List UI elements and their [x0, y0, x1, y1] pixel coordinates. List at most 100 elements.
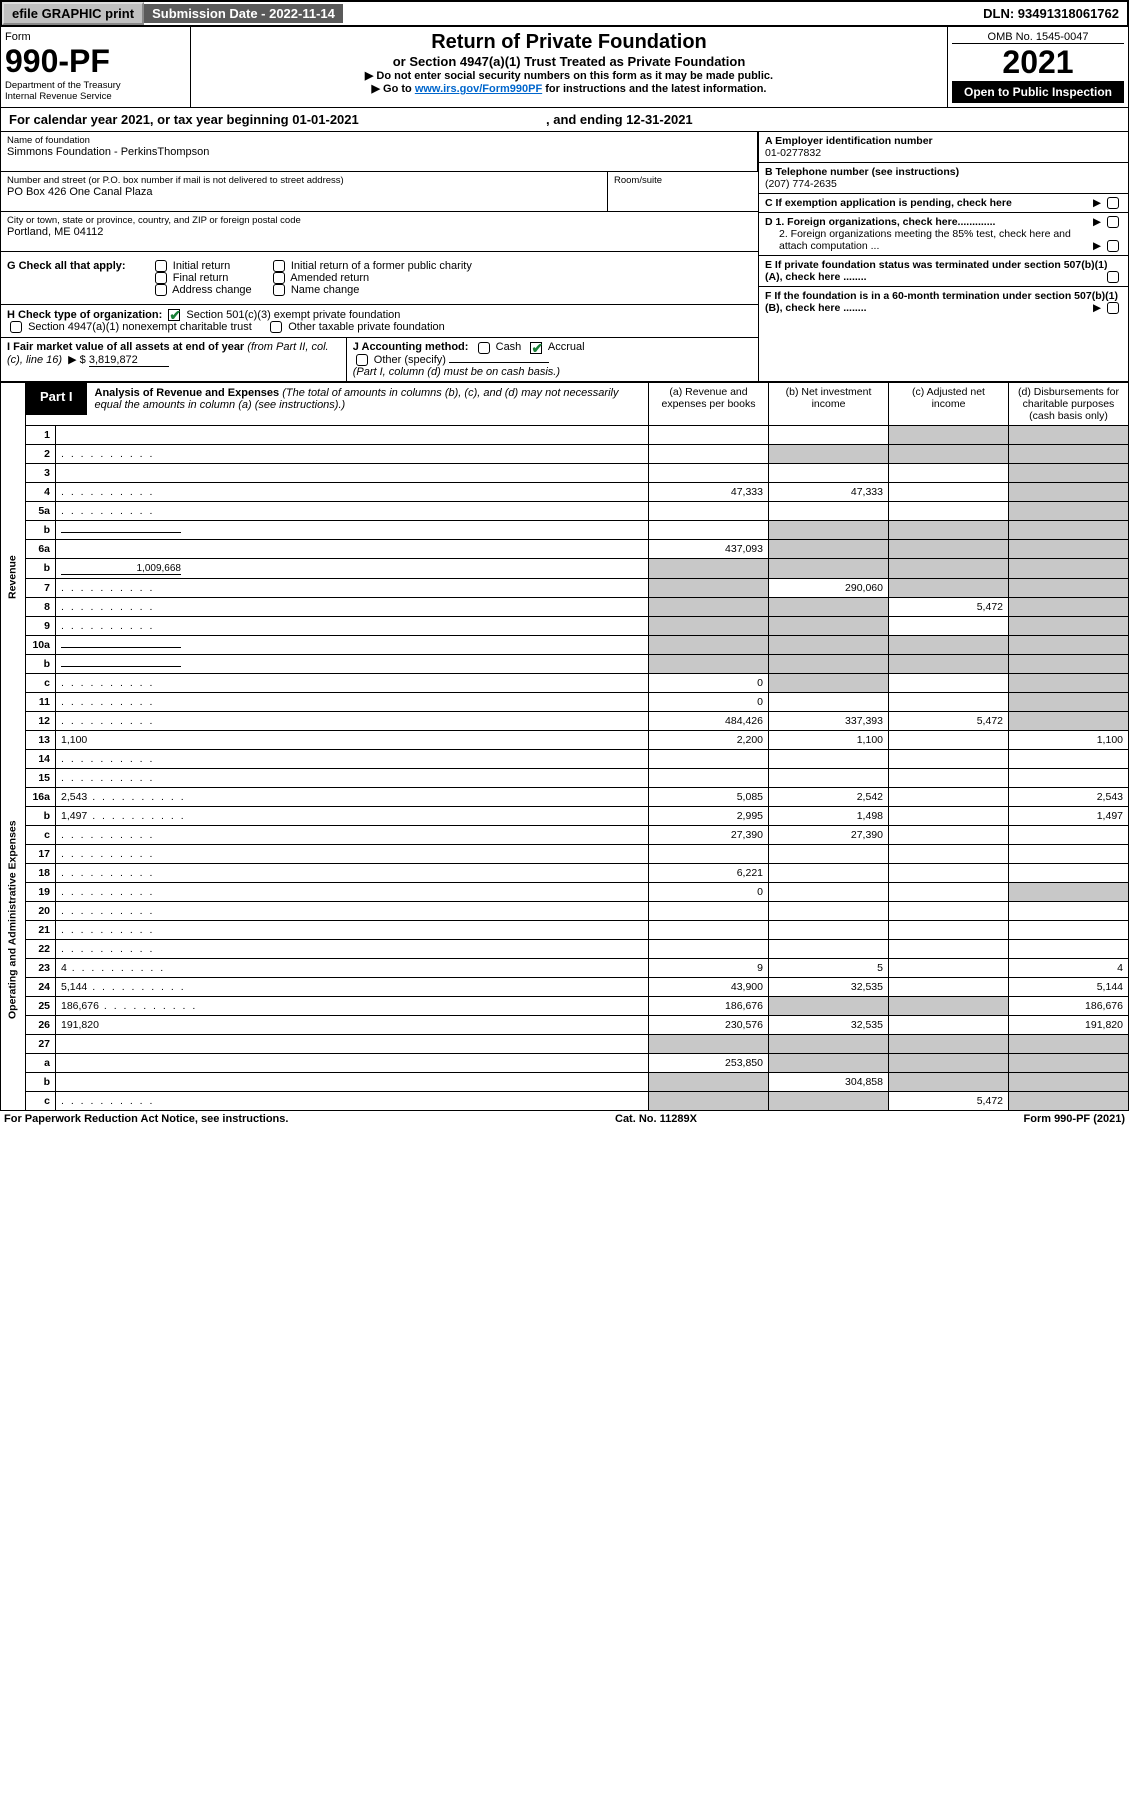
submission-date: Submission Date - 2022-11-14: [144, 4, 343, 23]
amount-cell: [1009, 920, 1129, 939]
line-number: 7: [26, 578, 56, 597]
amount-cell: 27,390: [649, 825, 769, 844]
line-number: 10a: [26, 635, 56, 654]
open-public-badge: Open to Public Inspection: [952, 81, 1124, 103]
amount-cell: 5: [769, 958, 889, 977]
amount-cell: 1,100: [769, 730, 889, 749]
goto-line: ▶ Go to www.irs.gov/Form990PF for instru…: [199, 82, 939, 95]
other-method-checkbox[interactable]: [356, 354, 368, 366]
phone-label: B Telephone number (see instructions): [765, 166, 1122, 178]
line-description: 2,543: [56, 787, 649, 806]
amount-cell: [889, 863, 1009, 882]
line-description: 191,820: [56, 1015, 649, 1034]
line-number: 16a: [26, 787, 56, 806]
amount-cell: [1009, 463, 1129, 482]
amended-return-checkbox[interactable]: [273, 272, 285, 284]
amount-cell: [769, 920, 889, 939]
line-description: [56, 444, 649, 463]
initial-former-checkbox[interactable]: [273, 260, 285, 272]
line-number: b: [26, 654, 56, 673]
amount-cell: 1,497: [1009, 806, 1129, 825]
table-row: c0: [1, 673, 1129, 692]
line-description: [56, 463, 649, 482]
line-description: [56, 692, 649, 711]
amount-cell: 230,576: [649, 1015, 769, 1034]
col-b-header: (b) Net investment income: [769, 382, 889, 425]
efile-print-button[interactable]: efile GRAPHIC print: [2, 2, 144, 25]
amount-cell: [889, 1053, 1009, 1072]
foreign-85-checkbox[interactable]: [1107, 240, 1119, 252]
amount-cell: 4: [1009, 958, 1129, 977]
amount-cell: [649, 1072, 769, 1091]
amount-cell: [1009, 558, 1129, 578]
amount-cell: [769, 501, 889, 520]
name-change-checkbox[interactable]: [273, 284, 285, 296]
omb-number: OMB No. 1545-0047: [952, 31, 1124, 44]
line-description: [56, 520, 649, 539]
amount-cell: 2,200: [649, 730, 769, 749]
table-row: 5a: [1, 501, 1129, 520]
amount-cell: [889, 578, 1009, 597]
foreign-org-checkbox[interactable]: [1107, 216, 1119, 228]
form990pf-link[interactable]: www.irs.gov/Form990PF: [415, 83, 542, 95]
other-taxable-checkbox[interactable]: [270, 321, 282, 333]
tax-year: 2021: [952, 44, 1124, 81]
form-number: 990-PF: [5, 43, 186, 80]
accrual-checkbox[interactable]: [530, 342, 542, 354]
501c3-checkbox[interactable]: [168, 309, 180, 321]
amount-cell: 191,820: [1009, 1015, 1129, 1034]
60month-checkbox[interactable]: [1107, 302, 1119, 314]
table-row: 190: [1, 882, 1129, 901]
amount-cell: 2,542: [769, 787, 889, 806]
line-description: [56, 654, 649, 673]
amount-cell: [769, 444, 889, 463]
amount-cell: [1009, 901, 1129, 920]
exemption-checkbox[interactable]: [1107, 197, 1119, 209]
table-row: 12484,426337,3935,472: [1, 711, 1129, 730]
table-row: 7290,060: [1, 578, 1129, 597]
form-subtitle: or Section 4947(a)(1) Trust Treated as P…: [199, 54, 939, 69]
table-row: Revenue1: [1, 425, 1129, 444]
amount-cell: [889, 939, 1009, 958]
table-row: b: [1, 654, 1129, 673]
line-description: [56, 901, 649, 920]
amount-cell: [889, 482, 1009, 501]
amount-cell: [889, 882, 1009, 901]
section-g: G Check all that apply: Initial return F…: [1, 252, 758, 305]
line-number: 13: [26, 730, 56, 749]
address-change-checkbox[interactable]: [155, 284, 167, 296]
amount-cell: 0: [649, 882, 769, 901]
amount-cell: [769, 654, 889, 673]
line-description: [56, 501, 649, 520]
amount-cell: [769, 558, 889, 578]
amount-cell: [889, 425, 1009, 444]
terminated-checkbox[interactable]: [1107, 271, 1119, 283]
amount-cell: [1009, 520, 1129, 539]
amount-cell: [769, 1034, 889, 1053]
cash-checkbox[interactable]: [478, 342, 490, 354]
line-description: [56, 768, 649, 787]
room-label: Room/suite: [614, 175, 752, 186]
4947a1-checkbox[interactable]: [10, 321, 22, 333]
amount-cell: [649, 749, 769, 768]
line-number: a: [26, 1053, 56, 1072]
table-row: 245,14443,90032,5355,144: [1, 977, 1129, 996]
amount-cell: [889, 1072, 1009, 1091]
amount-cell: [1009, 749, 1129, 768]
name-label: Name of foundation: [7, 135, 751, 146]
final-return-checkbox[interactable]: [155, 272, 167, 284]
line-number: 4: [26, 482, 56, 501]
amount-cell: 253,850: [649, 1053, 769, 1072]
amount-cell: [1009, 1072, 1129, 1091]
amount-cell: [1009, 654, 1129, 673]
line-number: 21: [26, 920, 56, 939]
initial-return-checkbox[interactable]: [155, 260, 167, 272]
amount-cell: [769, 425, 889, 444]
table-row: 26191,820230,57632,535191,820: [1, 1015, 1129, 1034]
cat-no: Cat. No. 11289X: [615, 1113, 697, 1125]
table-row: 85,472: [1, 597, 1129, 616]
amount-cell: 1,100: [1009, 730, 1129, 749]
amount-cell: 5,472: [889, 711, 1009, 730]
form-word: Form: [5, 31, 186, 43]
top-bar: efile GRAPHIC print Submission Date - 20…: [0, 0, 1129, 27]
